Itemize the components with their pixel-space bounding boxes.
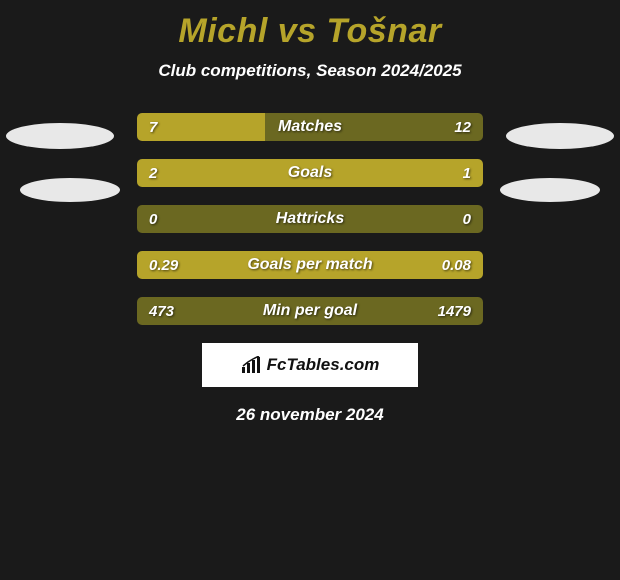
stat-row: 00Hattricks: [137, 205, 483, 233]
subtitle: Club competitions, Season 2024/2025: [0, 61, 620, 81]
brand-box: FcTables.com: [202, 343, 418, 387]
stat-row: 712Matches: [137, 113, 483, 141]
brand-text: FcTables.com: [267, 355, 380, 375]
player-left-ellipse-1: [6, 123, 114, 149]
stat-label: Min per goal: [137, 297, 483, 325]
player-left-ellipse-2: [20, 178, 120, 202]
stat-label: Goals per match: [137, 251, 483, 279]
comparison-card: Michl vs Tošnar Club competitions, Seaso…: [0, 0, 620, 425]
stat-label: Goals: [137, 159, 483, 187]
brand: FcTables.com: [241, 355, 380, 375]
stat-label: Hattricks: [137, 205, 483, 233]
stat-row: 0.290.08Goals per match: [137, 251, 483, 279]
stat-label: Matches: [137, 113, 483, 141]
stat-row: 21Goals: [137, 159, 483, 187]
stat-bars: 712Matches 21Goals 00Hattricks 0.290.08Goal…: [137, 113, 483, 325]
barchart-icon: [241, 356, 263, 374]
page-title: Michl vs Tošnar: [0, 0, 620, 51]
player-right-ellipse-1: [506, 123, 614, 149]
date-line: 26 november 2024: [0, 405, 620, 425]
player-right-ellipse-2: [500, 178, 600, 202]
stat-row: 4731479Min per goal: [137, 297, 483, 325]
